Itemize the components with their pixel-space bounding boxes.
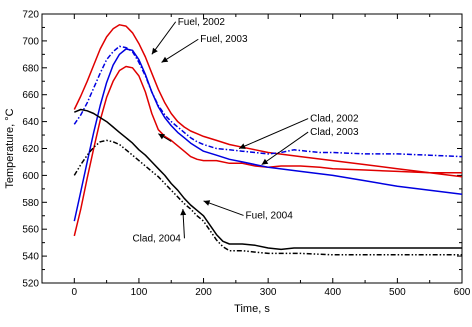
y-axis-title: Temperature, °C	[4, 108, 16, 188]
annotation-arrow-line	[203, 200, 244, 216]
annotation-arrowhead	[158, 133, 165, 140]
series-line-fuel-2002	[73, 24, 463, 178]
axes: 0 100 200 300 400 500 600 520 540 560 580 600 620 640…	[22, 10, 470, 299]
annotation-label: Fuel, 2003	[200, 34, 248, 45]
series-line-clad-2002	[73, 45, 463, 158]
x-axis-title: Time, s	[234, 303, 270, 315]
annotation-layer: Fuel, 2002 Fuel, 2003 Clad, 2002 Clad, 2003…	[132, 17, 358, 245]
annotation-arrowhead	[151, 47, 158, 55]
x-tick-label: 600	[454, 287, 471, 298]
y-tick-label: 520	[22, 279, 39, 290]
series-line-clad-2004	[73, 139, 462, 256]
y-tick-label: 700	[22, 36, 39, 47]
x-tick-label: 0	[72, 287, 78, 298]
annotation-label: Clad, 2004	[132, 233, 181, 244]
annotation-arrow-line	[161, 38, 199, 63]
annotation-arrow-line	[151, 21, 177, 55]
series-line-fuel-2003	[73, 65, 462, 237]
annotation-label: Fuel, 2004	[246, 210, 294, 221]
annotation-arrow-line	[261, 131, 309, 166]
y-tick-label: 660	[22, 90, 39, 101]
y-tick-label: 640	[22, 117, 39, 128]
y-tick-label: 560	[22, 225, 39, 236]
series-line-fuel-2004	[74, 108, 462, 251]
y-tick-label: 620	[22, 144, 39, 155]
y-tick-label: 580	[22, 198, 39, 209]
annotation-arrowhead	[261, 158, 269, 165]
annotation-arrowhead	[180, 209, 187, 216]
annotation-label: Clad, 2002	[310, 114, 359, 125]
x-tick-label: 200	[195, 287, 212, 298]
annotation-arrowhead	[239, 143, 246, 149]
series-line-clad-2003	[73, 48, 463, 222]
y-tick-label: 540	[22, 252, 39, 263]
series-layer	[73, 24, 463, 256]
annotation-label: Fuel, 2002	[178, 17, 226, 28]
x-tick-label: 300	[260, 287, 277, 298]
x-tick-label: 400	[324, 287, 341, 298]
x-tick-label: 100	[131, 287, 148, 298]
x-tick-label: 500	[389, 287, 406, 298]
y-tick-label: 680	[22, 63, 39, 74]
annotation-label: Clad, 2003	[310, 127, 359, 138]
y-tick-label: 600	[22, 171, 39, 182]
y-tick-label: 720	[22, 10, 39, 21]
annotation-arrow-line	[238, 118, 309, 149]
annotation-arrowhead	[161, 56, 169, 63]
annotation-arrowhead	[203, 200, 211, 206]
